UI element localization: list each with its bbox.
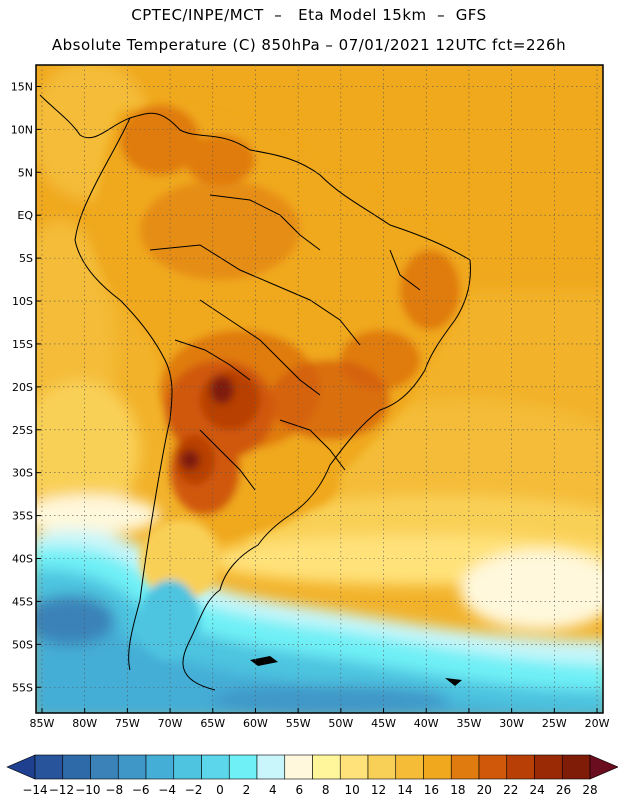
colorbar-swatch [395, 754, 424, 780]
colorbar-label: 14 [397, 783, 412, 797]
colorbar-label: −4 [158, 783, 176, 797]
lat-label: 35S [12, 510, 33, 523]
colorbar-swatch [561, 754, 591, 780]
latitude-labels: 15N 10N 5N EQ 5S 10S 15S 20S 25S 30S 35S 40S 45S 50S 5… [11, 80, 41, 694]
colorbar-label: 12 [371, 783, 386, 797]
colorbar-label: 10 [345, 783, 360, 797]
lat-label: 5S [19, 252, 33, 265]
lon-label: 25W [542, 717, 567, 730]
colorbar-label: −12 [49, 783, 74, 797]
lon-label: 55W [286, 717, 311, 730]
colorbar: −14 −12 −10 −8 −6 −4 −2 0 2 4 6 8 10 12 14 16 18 20 22 24 26… [6, 754, 618, 797]
colorbar-swatch [117, 754, 147, 780]
lon-label: 80W [72, 717, 97, 730]
colorbar-swatch [367, 754, 397, 780]
lat-label: 15S [12, 338, 33, 351]
colorbar-label: 4 [269, 783, 277, 797]
longitude-labels: 85W 80W 75W 70W 65W 60W 55W 50W 45W 40W 35W 30W 25W 2… [30, 708, 610, 730]
lon-label: 85W [30, 717, 55, 730]
colorbar-swatch [34, 754, 64, 780]
colorbar-swatch [62, 754, 91, 780]
colorbar-swatch [478, 754, 508, 780]
colorbar-swatch [173, 754, 202, 780]
lon-label: 60W [243, 717, 268, 730]
lat-label: 40S [12, 553, 33, 566]
lat-label: 55S [12, 681, 33, 694]
lat-label: 10N [11, 123, 33, 136]
lon-label: 40W [414, 717, 439, 730]
lat-label: 20S [12, 381, 33, 394]
colorbar-label: −2 [185, 783, 203, 797]
colorbar-label: 2 [243, 783, 251, 797]
colorbar-label: 8 [322, 783, 330, 797]
lat-label: 50S [12, 638, 33, 651]
lon-label: 75W [115, 717, 140, 730]
colorbar-label: 16 [424, 783, 439, 797]
colorbar-label: 0 [216, 783, 224, 797]
colorbar-swatch [90, 754, 119, 780]
lat-label: 10S [12, 295, 33, 308]
colorbar-swatch [506, 754, 535, 780]
colorbar-swatch [339, 754, 369, 780]
lon-label: 50W [328, 717, 353, 730]
lon-label: 20W [585, 717, 610, 730]
colorbar-label: 24 [530, 783, 545, 797]
lat-label: 25S [12, 424, 33, 437]
lat-label: 15N [11, 80, 33, 93]
title-line-2: Absolute Temperature (C) 850hPa – 07/01/… [51, 36, 567, 54]
lat-label: 45S [12, 595, 33, 608]
title-line-1: CPTEC/INPE/MCT – Eta Model 15km – GFS [131, 6, 487, 24]
lat-label: EQ [17, 209, 33, 222]
lat-label: 5N [18, 166, 33, 179]
temperature-field [36, 65, 603, 713]
colorbar-label: 6 [295, 783, 303, 797]
colorbar-label: −10 [75, 783, 100, 797]
lon-label: 65W [200, 717, 225, 730]
lon-label: 45W [371, 717, 396, 730]
colorbar-swatch [312, 754, 341, 780]
lat-label: 30S [12, 467, 33, 480]
colorbar-high-arrow [589, 754, 618, 780]
colorbar-swatch [145, 754, 175, 780]
lon-label: 70W [158, 717, 183, 730]
lon-label: 30W [499, 717, 524, 730]
colorbar-swatch [423, 754, 452, 780]
lon-label: 35W [456, 717, 481, 730]
colorbar-low-arrow [6, 754, 36, 780]
colorbar-label: −6 [132, 783, 150, 797]
colorbar-swatch [284, 754, 313, 780]
colorbar-label: 18 [450, 783, 465, 797]
graticule [36, 65, 603, 713]
colorbar-label: 20 [477, 783, 492, 797]
colorbar-label: 22 [503, 783, 518, 797]
colorbar-swatch [201, 754, 230, 780]
colorbar-swatch [534, 754, 563, 780]
colorbar-swatch [228, 754, 258, 780]
colorbar-swatch [450, 754, 480, 780]
colorbar-swatch [256, 754, 286, 780]
colorbar-label: −14 [22, 783, 47, 797]
colorbar-label: 28 [582, 783, 597, 797]
coastlines [39, 94, 471, 691]
map-frame [35, 64, 604, 714]
colorbar-label: 26 [556, 783, 571, 797]
colorbar-label: −8 [105, 783, 123, 797]
